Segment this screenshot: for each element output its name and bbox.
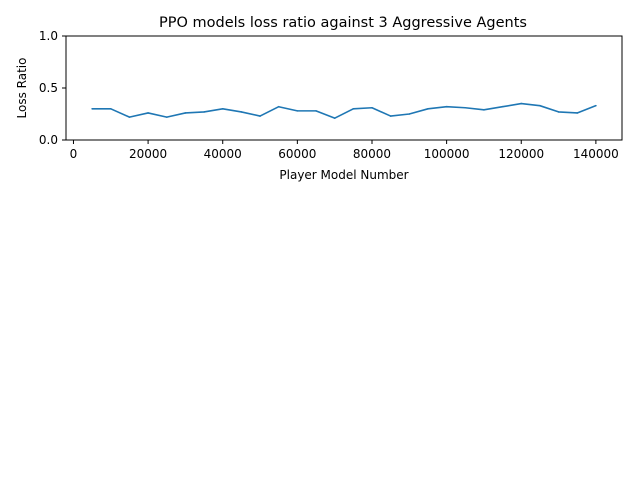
- data-point: [576, 112, 579, 114]
- data-point: [539, 104, 541, 107]
- data-point: [445, 105, 448, 108]
- data-point: [109, 108, 112, 110]
- data-point: [389, 115, 392, 117]
- x-tick-label: 120000: [498, 147, 544, 161]
- data-point: [557, 111, 560, 113]
- data-point: [464, 106, 467, 109]
- series-layer: [91, 102, 597, 119]
- data-point: [91, 108, 93, 110]
- x-tick-label: 40000: [204, 147, 242, 161]
- data-point: [520, 102, 523, 105]
- y-tick-label: 0.5: [39, 81, 58, 95]
- series-line: [92, 102, 597, 119]
- data-point: [203, 111, 205, 113]
- plot-frame: [65, 35, 623, 141]
- x-axis-label: Player Model Number: [279, 168, 408, 182]
- data-point: [259, 115, 261, 117]
- data-point: [371, 106, 373, 109]
- x-tick-label: 20000: [129, 147, 167, 161]
- data-point: [221, 108, 224, 110]
- data-point: [147, 112, 149, 114]
- chart-title: PPO models loss ratio against 3 Aggressi…: [159, 15, 527, 31]
- x-tick-label: 100000: [424, 147, 470, 161]
- y-tick-label: 1.0: [39, 29, 58, 43]
- y-axis-label: Loss Ratio: [15, 58, 29, 119]
- data-point: [315, 110, 317, 112]
- data-point: [240, 111, 243, 113]
- data-point: [333, 117, 336, 119]
- x-tick-label: 140000: [573, 147, 619, 161]
- x-tick-label: 80000: [353, 147, 391, 161]
- data-point: [128, 116, 131, 118]
- data-point: [277, 105, 280, 108]
- data-point: [165, 116, 168, 118]
- plot-area: [65, 35, 623, 141]
- data-point: [427, 108, 429, 110]
- data-point: [296, 110, 299, 112]
- data-point: [483, 109, 485, 111]
- y-tick-label: 0.0: [39, 133, 58, 147]
- x-tick-label: 0: [70, 147, 78, 161]
- x-axis-ticks: 0 20000 40000 60000 80000 100000 120000 140000: [70, 140, 619, 161]
- x-tick-label: 60000: [278, 147, 316, 161]
- data-point: [595, 104, 597, 107]
- y-axis-ticks: 0.0 0.5 1.0: [39, 29, 66, 147]
- data-point: [408, 113, 411, 115]
- data-point: [352, 108, 355, 110]
- data-point: [184, 112, 187, 114]
- data-point: [501, 105, 504, 108]
